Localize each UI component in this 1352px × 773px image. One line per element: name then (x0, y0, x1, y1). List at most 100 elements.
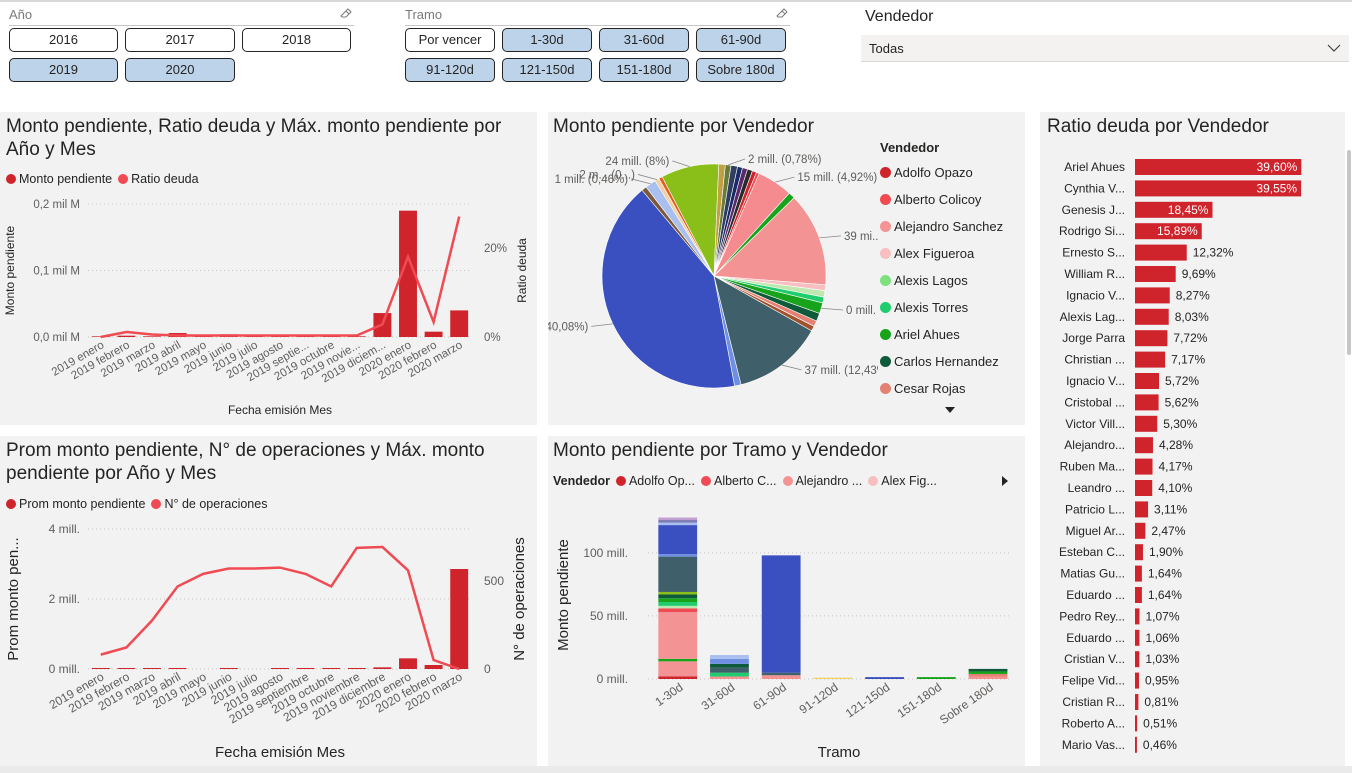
legend-item[interactable]: Alexis Torres (880, 294, 1003, 321)
bar (373, 667, 392, 669)
ratio-scrollbar[interactable] (1347, 150, 1351, 355)
pie-slice (601, 189, 735, 389)
legend-item[interactable]: Ratio deuda (118, 172, 199, 186)
category-label: William R... (1064, 267, 1125, 281)
stack-segment (761, 555, 801, 673)
stack-segment (968, 676, 1008, 679)
pie-svg: 15 mill. (4,92%) 39 mi... (13,...) 0 mill.… (548, 154, 878, 389)
category-label: Cristobal ... (1064, 395, 1125, 409)
data-label: 1,64% (1148, 588, 1182, 602)
legend-label: Carlos Hernandez (894, 354, 999, 369)
data-label: 0,46% (1143, 738, 1177, 752)
bar (1135, 544, 1143, 561)
bar (1135, 736, 1137, 753)
legend-dot (880, 248, 891, 259)
slicer-button-sobre-180d[interactable]: Sobre 180d (696, 58, 786, 82)
slicer-button-1-30d[interactable]: 1-30d (502, 28, 592, 52)
legend-item[interactable]: Alberto Colicoy (880, 186, 1003, 213)
bar (450, 310, 469, 337)
legend-dot (118, 174, 129, 184)
eraser-icon[interactable] (340, 8, 352, 19)
pie-leader-line (637, 174, 658, 180)
eraser-icon[interactable] (776, 8, 788, 19)
data-label: 39,60% (1257, 160, 1298, 174)
legend-item[interactable]: Alex Figueroa (880, 240, 1003, 267)
legend-item[interactable]: Alberto C... (700, 474, 777, 488)
legend-item[interactable]: Monto pendiente (6, 172, 112, 186)
pie-data-label: 119 mill. (40,08%) (548, 321, 588, 333)
bar (322, 668, 341, 669)
legend-item[interactable]: Carlos Hernandez (880, 348, 1003, 375)
slicer-button-por-vencer[interactable]: Por vencer (405, 28, 495, 52)
slicer-button-31-60d[interactable]: 31-60d (599, 28, 689, 52)
bar (1135, 159, 1302, 175)
slicer-button-2017[interactable]: 2017 (125, 28, 235, 52)
pie-data-label: 0 mill. (0,07%) (846, 305, 878, 317)
category-label: Christian ... (1064, 353, 1125, 367)
bar (1135, 244, 1187, 261)
legend-label: Alejandro ... (795, 474, 863, 488)
stack-segment (658, 598, 698, 603)
slicer-button-61-90d[interactable]: 61-90d (696, 28, 786, 52)
vendedor-dropdown[interactable]: Todas (861, 35, 1349, 62)
pie-leader-line (821, 307, 844, 311)
data-label: 15,89% (1157, 224, 1198, 238)
scroll-down-icon[interactable] (944, 406, 956, 414)
legend-item[interactable]: Adolfo Op... (615, 474, 695, 488)
category-label: Esteban C... (1059, 545, 1125, 559)
x-tick-label: Sobre 180d (937, 680, 996, 727)
bar (168, 668, 187, 669)
legend-item[interactable]: Prom monto pendiente (6, 497, 145, 511)
legend-dot (880, 194, 891, 205)
slicer-button-2020[interactable]: 2020 (125, 58, 235, 82)
bar (117, 668, 136, 669)
legend-item[interactable]: Ariel Ahues (880, 321, 1003, 348)
pie-title: Monto pendiente por Vendedor (553, 116, 814, 137)
legend-label: Cesar Rojas (894, 381, 966, 396)
legend-item[interactable]: Alejandro ... (782, 474, 863, 488)
y2-tick-label: 0% (484, 332, 501, 344)
data-label: 1,90% (1149, 545, 1183, 559)
category-label: Rodrigo Si... (1059, 224, 1125, 238)
stack-segment (658, 594, 698, 599)
stack-segment (761, 672, 801, 676)
category-label: Alejandro... (1064, 438, 1125, 452)
slicer-button-2019[interactable]: 2019 (9, 58, 118, 82)
stack-segment (813, 677, 853, 679)
slicer-button-121-150d[interactable]: 121-150d (502, 58, 592, 82)
y2-axis-title: Ratio deuda (515, 238, 529, 303)
bar (1135, 330, 1168, 347)
stack-segment (658, 612, 698, 659)
data-label: 12,32% (1193, 246, 1234, 260)
legend-item[interactable]: Alejandro Sanchez (880, 213, 1003, 240)
legend-item[interactable]: Cesar Rojas (880, 375, 1003, 402)
slicer-button-2016[interactable]: 2016 (9, 28, 118, 52)
legend-dot (880, 329, 891, 340)
pie-data-label: 2 m... (0...) (579, 169, 635, 181)
series-line (100, 216, 461, 339)
slicer-button-151-180d[interactable]: 151-180d (599, 58, 689, 82)
scroll-right-icon[interactable] (1000, 475, 1010, 487)
data-label: 1,06% (1145, 631, 1179, 645)
legend-label: Alexis Lagos (894, 273, 968, 288)
pie-data-label: 24 mill. (8%) (605, 156, 669, 168)
legend-item[interactable]: N° de operaciones (151, 497, 267, 511)
series-line (100, 545, 460, 671)
slicer-button-91-120d[interactable]: 91-120d (405, 58, 495, 82)
stack-segment (658, 658, 698, 662)
y-tick-label: 2 mill. (49, 592, 80, 606)
data-label: 4,17% (1159, 460, 1193, 474)
bar (1135, 608, 1140, 625)
pie-slice (713, 197, 827, 286)
slicer-button-2018[interactable]: 2018 (242, 28, 351, 52)
stack-segment (658, 591, 698, 595)
bar (143, 668, 161, 669)
y-tick-label: 0 mill. (597, 672, 628, 686)
bar (1135, 287, 1170, 304)
category-label: Ignacio V... (1066, 374, 1125, 388)
bar (1135, 201, 1213, 218)
legend-item[interactable]: Alex Fig... (868, 474, 937, 488)
legend-item[interactable]: Adolfo Opazo (880, 159, 1003, 186)
bar (1135, 587, 1142, 603)
legend-item[interactable]: Alexis Lagos (880, 267, 1003, 294)
